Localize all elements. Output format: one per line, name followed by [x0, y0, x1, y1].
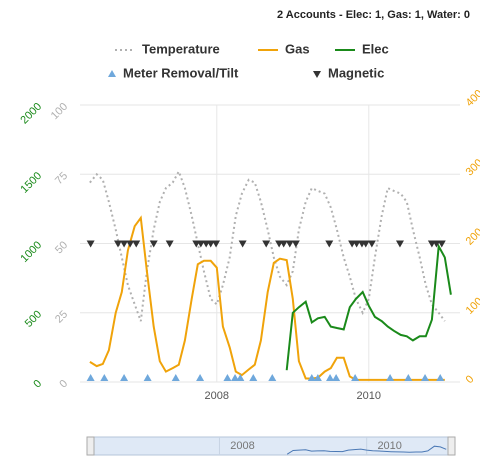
event-marker — [120, 240, 129, 248]
event-marker — [262, 240, 271, 248]
event-marker — [238, 240, 247, 248]
event-marker — [223, 374, 232, 381]
y-tick-label: 75 — [53, 170, 70, 187]
event-marker — [114, 240, 122, 248]
event-marker — [367, 240, 376, 248]
event-marker — [351, 374, 360, 381]
event-marker — [212, 240, 221, 248]
y-tick-label: 100 — [49, 101, 70, 122]
y-tick-label: 0 — [464, 373, 477, 386]
legend-label: Elec — [362, 41, 389, 56]
event-marker — [437, 240, 446, 248]
y-tick-label: 500 — [23, 308, 44, 329]
event-marker — [120, 374, 129, 381]
event-marker — [86, 240, 95, 248]
event-marker — [307, 374, 316, 381]
event-marker — [171, 374, 180, 381]
series-line — [89, 215, 445, 381]
event-marker — [206, 240, 215, 248]
y-tick-label: 0 — [57, 378, 70, 391]
y-tick-label: 0 — [31, 378, 44, 391]
event-marker — [285, 240, 294, 248]
legend-label: Meter Removal/Tilt — [123, 65, 239, 80]
legend-label: Gas — [285, 41, 310, 56]
event-marker — [279, 240, 288, 248]
event-marker — [126, 240, 135, 248]
chart-title: 2 Accounts - Elec: 1, Gas: 1, Water: 0 — [277, 9, 470, 21]
navigator-handle — [447, 436, 456, 456]
series-line — [285, 242, 452, 371]
event-marker — [100, 374, 109, 381]
legend-label: Temperature — [142, 41, 220, 56]
y-tick-label: 100 — [464, 295, 480, 316]
series-line — [89, 169, 446, 322]
event-marker — [196, 240, 205, 248]
event-marker — [86, 374, 95, 381]
legend-label: Magnetic — [328, 65, 384, 80]
event-marker — [421, 374, 430, 381]
event-marker — [291, 240, 300, 248]
event-marker — [132, 240, 141, 248]
event-marker — [196, 374, 205, 381]
event-marker — [432, 240, 441, 248]
event-marker — [361, 240, 370, 248]
y-tick-label: 300 — [464, 157, 480, 178]
event-marker — [236, 374, 245, 381]
legend-swatch — [108, 70, 116, 77]
y-tick-label: 1500 — [18, 170, 44, 196]
y-tick-label: 200 — [464, 226, 480, 247]
event-marker — [436, 374, 445, 381]
y-tick-label: 400 — [464, 88, 480, 109]
event-marker — [249, 374, 258, 381]
event-marker — [313, 374, 322, 381]
y-tick-label: 25 — [53, 308, 70, 325]
event-marker — [231, 374, 240, 381]
event-marker — [268, 374, 277, 381]
event-marker — [386, 374, 395, 381]
navigator-label: 2010 — [377, 440, 401, 452]
event-marker — [395, 240, 404, 248]
event-marker — [332, 374, 341, 381]
navigator-label: 2008 — [230, 440, 254, 452]
x-tick-label: 2008 — [205, 390, 229, 402]
event-marker — [352, 240, 361, 248]
y-tick-label: 2000 — [18, 101, 44, 127]
x-tick-label: 2010 — [357, 390, 381, 402]
navigator-handle — [86, 436, 95, 456]
event-marker — [404, 374, 413, 381]
event-marker — [143, 374, 152, 381]
event-marker — [326, 374, 335, 381]
y-tick-label: 50 — [53, 239, 70, 256]
event-marker — [149, 240, 158, 248]
navigator-line — [286, 445, 447, 455]
event-marker — [325, 240, 334, 248]
y-tick-label: 1000 — [18, 239, 44, 265]
event-marker — [165, 240, 174, 248]
legend-swatch — [313, 71, 321, 78]
